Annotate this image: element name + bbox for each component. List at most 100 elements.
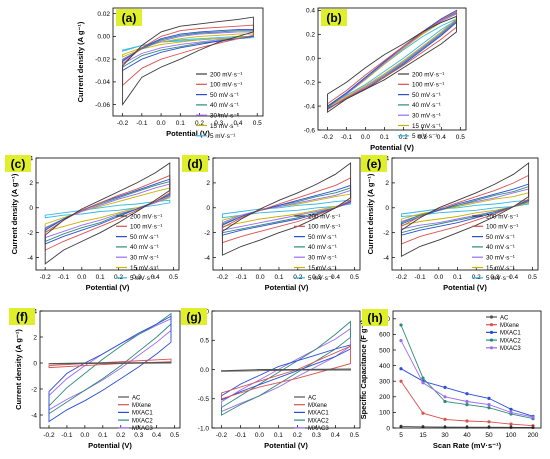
legend-label: 30 mV·s⁻¹ — [210, 113, 239, 120]
x-tick-label: 0.0 — [80, 432, 89, 439]
legend-label: 15 mV·s⁻¹ — [412, 123, 441, 130]
data-point-MXene — [509, 422, 513, 426]
y-tick-label: -0.4 — [304, 103, 316, 110]
panel-a: -0.2 -0.1 0.0 0.1 0.2 0.3 0.4 0.5 0.02 0.00 -0.02 -… — [76, 7, 264, 140]
cv-loop-e-1 — [400, 174, 530, 245]
plot-frame — [112, 7, 264, 117]
x-axis-title: Potential (V) — [166, 129, 210, 138]
y-tick-label: 0.00 — [97, 34, 110, 41]
cv-loop-a-1 — [122, 24, 254, 87]
plot-frame — [39, 310, 181, 429]
y-tick-label: 2 — [385, 180, 389, 187]
y-axis-title: Current density (A g⁻¹) — [14, 329, 23, 410]
x-tick-label: 0.0 — [77, 274, 86, 281]
x-tick-label: -0.2 — [40, 274, 52, 281]
y-tick-label: -0.6 — [304, 127, 316, 134]
x-tick-label: 0.3 — [418, 134, 427, 141]
panel-label: (h) — [367, 311, 382, 325]
legend-label: MXene — [132, 403, 152, 409]
legend-label: 200 mV·s⁻¹ — [412, 71, 444, 78]
panel-label-badge — [181, 308, 207, 325]
x-tick-label: -0.1 — [136, 120, 148, 127]
legend-label: 15 mV·s⁻¹ — [130, 265, 159, 272]
y-tick-label: -4 — [204, 255, 210, 262]
x-tick-label: 0.4 — [233, 120, 242, 127]
x-tick-label: -0.1 — [236, 274, 248, 281]
panel-label: (f) — [16, 310, 28, 324]
x-tick-label: -0.1 — [235, 432, 247, 439]
data-point-MXAC1 — [487, 396, 491, 400]
y-axis-title: Current density (A g⁻¹) — [10, 173, 19, 254]
x-tick-label: 0.1 — [98, 432, 107, 439]
legend-marker — [489, 338, 494, 342]
x-axis-title: Potential (V) — [86, 283, 130, 292]
x-tick-label: 0.0 — [255, 432, 264, 439]
y-tick-label: -0.5 — [198, 396, 210, 403]
legend-label: 40 mV·s⁻¹ — [130, 244, 159, 251]
x-tick-label: -0.1 — [61, 432, 73, 439]
legend-label: 50 mV·s⁻¹ — [412, 92, 441, 99]
legend-label: MXAC3 — [132, 426, 153, 432]
y-axis-title: Specific Capacitance (F g⁻¹) — [359, 319, 368, 419]
y-tick-label: 100 — [379, 410, 390, 417]
legend-marker — [489, 330, 494, 334]
legend-label: 50 mV·s⁻¹ — [210, 92, 239, 99]
x-tick-label: -0.2 — [217, 274, 229, 281]
legend-label: 100 mV·s⁻¹ — [210, 82, 242, 89]
data-point-MXAC3 — [487, 403, 491, 407]
data-point-MXAC1 — [443, 385, 447, 389]
y-tick-label: 0 — [33, 360, 37, 367]
x-tick-label: 0.0 — [157, 120, 166, 127]
legend-label: 5 mV·s⁻¹ — [308, 275, 333, 282]
data-point-MXAC1 — [465, 392, 469, 396]
y-tick-label: 4 — [33, 308, 37, 315]
legend-label: MXAC1 — [308, 411, 329, 417]
cv-loop-c-0 — [44, 162, 171, 265]
x-tick-label: 0.1 — [274, 432, 283, 439]
cv-loop-f-0 — [48, 361, 172, 365]
cv-loop-e-3 — [400, 185, 530, 234]
cv-loop-b-0 — [327, 15, 457, 113]
cv-loop-c-4 — [44, 183, 171, 239]
legend-label: 15 mV·s⁻¹ — [308, 265, 337, 272]
cv-loop-a-2 — [122, 29, 254, 72]
data-point-MXene — [421, 411, 425, 415]
y-tick-label: 0.0 — [306, 56, 315, 63]
cv-loop-g-2 — [221, 344, 351, 401]
y-tick-label: 4 — [29, 155, 33, 162]
x-tick-label: 40 — [463, 432, 471, 439]
panel-e: -0.2-0.10.00.10.20.30.40.5420-2-4Potenti… — [361, 155, 539, 292]
y-tick-label: 500 — [379, 347, 390, 354]
panel-label: (e) — [367, 157, 382, 171]
x-tick-label: 0.3 — [214, 120, 223, 127]
data-point-MXAC2 — [443, 399, 447, 404]
x-tick-label: 0.4 — [152, 432, 161, 439]
cv-loop-g-1 — [221, 345, 351, 400]
y-tick-label: -2 — [383, 230, 389, 237]
y-tick-label: 0.2 — [306, 32, 315, 39]
x-tick-label: 0.0 — [361, 134, 370, 141]
x-tick-label: 30 — [441, 432, 449, 439]
x-tick-label: 5 — [399, 432, 403, 439]
x-tick-label: 0.0 — [256, 274, 265, 281]
legend-label: AC — [132, 395, 141, 401]
x-tick-label: 0.4 — [437, 134, 446, 141]
x-tick-label: 0.2 — [116, 432, 125, 439]
x-tick-label: -0.2 — [216, 432, 228, 439]
data-point-MXAC3 — [421, 381, 425, 385]
x-tick-label: 0.1 — [380, 134, 389, 141]
data-point-MXAC2 — [399, 323, 403, 327]
legend-label: 5 mV·s⁻¹ — [412, 133, 437, 140]
panel-label-badge — [116, 9, 142, 26]
legend-label: 30 mV·s⁻¹ — [308, 255, 337, 262]
cv-loop-d-1 — [221, 177, 352, 244]
x-tick-label: 0.1 — [453, 274, 462, 281]
panel-label-badge — [362, 309, 388, 326]
data-point-MXene — [465, 419, 469, 423]
data-point-MXene — [399, 379, 403, 383]
x-tick-label: 200 — [528, 432, 539, 439]
y-tick-label: -2 — [31, 386, 37, 393]
legend-label: 5 mV·s⁻¹ — [210, 133, 235, 140]
x-tick-label: -0.2 — [396, 274, 408, 281]
